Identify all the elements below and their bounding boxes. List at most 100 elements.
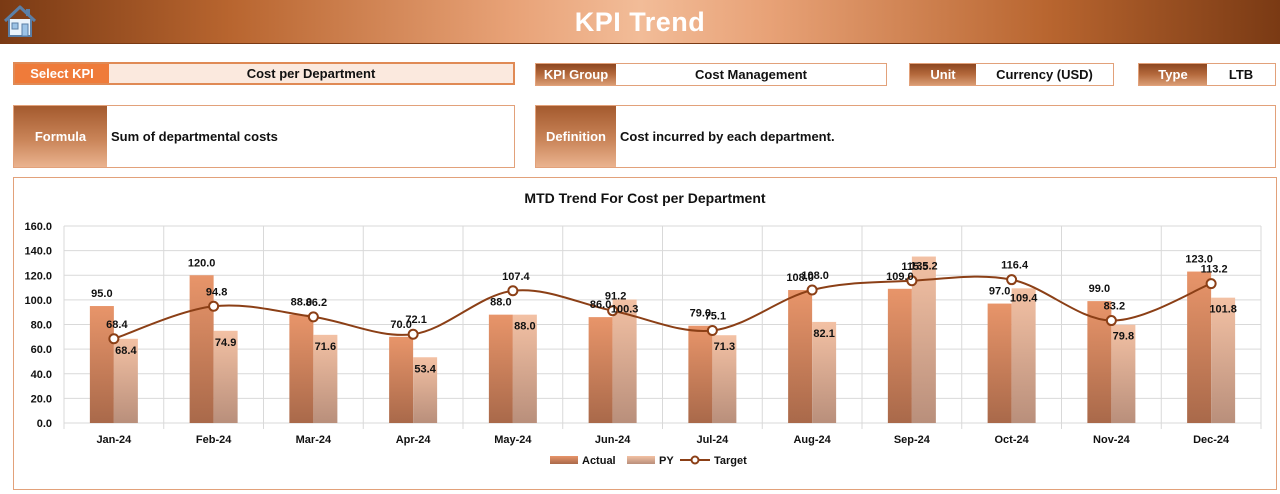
home-icon bbox=[3, 5, 37, 37]
actual-bar bbox=[488, 314, 513, 423]
select-kpi-value[interactable]: Cost per Department bbox=[109, 64, 513, 83]
actual-bar bbox=[1187, 271, 1212, 423]
y-tick-label: 20.0 bbox=[31, 393, 52, 405]
definition-box: Definition Cost incurred by each departm… bbox=[535, 105, 1276, 168]
target-point bbox=[407, 328, 419, 340]
target-data-label: 91.2 bbox=[605, 291, 626, 303]
target-line bbox=[113, 275, 1212, 340]
target-data-label: 83.2 bbox=[1104, 301, 1125, 313]
x-tick-label: Jan-24 bbox=[96, 434, 132, 446]
target-data-label: 68.4 bbox=[106, 319, 128, 331]
y-tick-label: 80.0 bbox=[31, 320, 52, 332]
select-kpi-field[interactable]: Select KPI Cost per Department bbox=[13, 62, 515, 85]
header-bar: KPI Trend bbox=[0, 0, 1280, 44]
target-data-label: 94.8 bbox=[206, 286, 227, 298]
actual-data-label: 88.0 bbox=[490, 297, 511, 309]
py-bar bbox=[512, 314, 537, 423]
legend-target-label: Target bbox=[714, 455, 747, 467]
py-bar bbox=[712, 335, 737, 423]
unit-label: Unit bbox=[910, 64, 976, 85]
target-point bbox=[1105, 315, 1117, 327]
py-data-label: 135.2 bbox=[910, 261, 938, 273]
actual-bar bbox=[89, 306, 114, 423]
target-data-label: 108.0 bbox=[801, 270, 829, 282]
target-point bbox=[706, 325, 718, 337]
select-kpi-label: Select KPI bbox=[15, 64, 109, 83]
x-tick-label: Jul-24 bbox=[696, 434, 729, 446]
y-tick-label: 100.0 bbox=[24, 295, 52, 307]
y-tick-label: 60.0 bbox=[31, 344, 52, 356]
definition-label: Definition bbox=[536, 106, 616, 167]
chart-title: MTD Trend For Cost per Department bbox=[524, 190, 766, 206]
actual-data-label: 95.0 bbox=[91, 288, 112, 300]
legend-py-swatch bbox=[627, 456, 655, 464]
py-data-label: 71.3 bbox=[714, 341, 735, 353]
py-data-label: 71.6 bbox=[315, 341, 336, 353]
target-point bbox=[607, 305, 619, 317]
target-data-label: 116.4 bbox=[1001, 260, 1029, 272]
unit-value: Currency (USD) bbox=[976, 64, 1113, 85]
x-tick-label: Aug-24 bbox=[793, 434, 831, 446]
type-field: Type LTB bbox=[1138, 63, 1276, 86]
y-tick-label: 160.0 bbox=[24, 221, 52, 233]
py-bar bbox=[1211, 297, 1236, 423]
target-data-label: 113.2 bbox=[1201, 264, 1228, 276]
x-tick-label: Nov-24 bbox=[1093, 434, 1131, 446]
py-bar bbox=[413, 357, 438, 423]
x-tick-label: Oct-24 bbox=[995, 434, 1030, 446]
py-bar bbox=[1111, 324, 1136, 423]
target-point bbox=[307, 311, 319, 323]
kpi-group-label: KPI Group bbox=[536, 64, 616, 85]
actual-data-label: 120.0 bbox=[188, 257, 216, 269]
actual-data-label: 70.0 bbox=[390, 319, 411, 331]
page-title: KPI Trend bbox=[574, 7, 706, 37]
legend-target-marker bbox=[690, 455, 700, 465]
target-point bbox=[208, 300, 220, 312]
x-tick-label: Mar-24 bbox=[296, 434, 332, 446]
target-point bbox=[806, 284, 818, 296]
legend-actual-swatch bbox=[550, 456, 578, 464]
kpi-group-value: Cost Management bbox=[616, 64, 886, 85]
actual-data-label: 79.0 bbox=[690, 308, 711, 320]
target-data-label: 75.1 bbox=[705, 311, 726, 323]
actual-data-label: 86.0 bbox=[590, 299, 611, 311]
py-data-label: 53.4 bbox=[414, 363, 436, 375]
py-data-label: 68.4 bbox=[115, 345, 137, 357]
actual-data-label: 88.0 bbox=[291, 297, 312, 309]
x-tick-label: Apr-24 bbox=[396, 434, 432, 446]
home-button[interactable] bbox=[2, 3, 38, 39]
y-tick-label: 0.0 bbox=[37, 418, 52, 430]
actual-bar bbox=[887, 288, 912, 423]
x-tick-label: Jun-24 bbox=[595, 434, 631, 446]
py-bar bbox=[1011, 288, 1036, 423]
x-tick-label: Sep-24 bbox=[894, 434, 931, 446]
actual-data-label: 108.0 bbox=[786, 272, 814, 284]
actual-data-label: 109.0 bbox=[886, 271, 914, 283]
py-bar bbox=[113, 338, 138, 423]
py-data-label: 74.9 bbox=[215, 337, 236, 349]
py-bar bbox=[612, 299, 637, 423]
unit-field: Unit Currency (USD) bbox=[909, 63, 1114, 86]
py-bar bbox=[213, 330, 238, 423]
x-tick-label: Dec-24 bbox=[1193, 434, 1230, 446]
y-tick-label: 140.0 bbox=[24, 246, 52, 258]
kpi-group-field: KPI Group Cost Management bbox=[535, 63, 887, 86]
actual-bar bbox=[389, 336, 414, 423]
formula-box: Formula Sum of departmental costs bbox=[13, 105, 515, 168]
py-data-label: 101.8 bbox=[1209, 304, 1237, 316]
actual-bar bbox=[588, 317, 613, 423]
target-point bbox=[906, 275, 918, 287]
target-point bbox=[507, 285, 519, 297]
target-data-label: 86.2 bbox=[306, 297, 327, 309]
y-tick-label: 120.0 bbox=[24, 270, 52, 282]
actual-data-label: 97.0 bbox=[989, 286, 1010, 298]
legend-actual-label: Actual bbox=[582, 455, 616, 467]
target-point bbox=[108, 333, 120, 345]
y-tick-label: 40.0 bbox=[31, 369, 52, 381]
actual-bar bbox=[788, 290, 813, 423]
actual-bar bbox=[987, 303, 1012, 423]
target-data-label: 115.5 bbox=[901, 261, 928, 273]
definition-value: Cost incurred by each department. bbox=[616, 106, 1275, 167]
py-data-label: 88.0 bbox=[514, 321, 535, 333]
chart-canvas: 0.0 20.0 40.0 60.0 80.0 100.0 120.0 140.0 160.0 J… bbox=[24, 221, 1262, 467]
